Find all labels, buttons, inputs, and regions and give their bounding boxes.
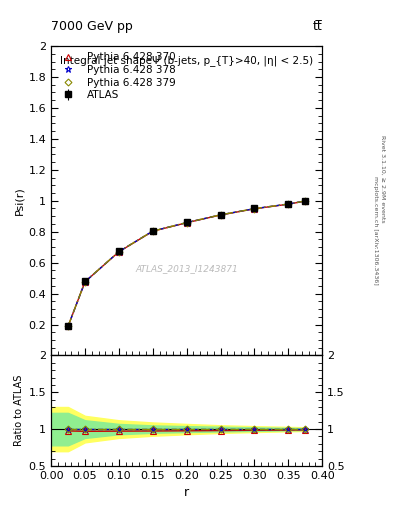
Pythia 6.428 370 <box>83 279 87 285</box>
Pythia 6.428 378 <box>218 212 223 218</box>
Pythia 6.428 379 <box>151 228 155 234</box>
Pythia 6.428 378 <box>184 220 189 226</box>
Pythia 6.428 370 <box>184 220 189 226</box>
Pythia 6.428 378 <box>117 248 121 254</box>
Y-axis label: Psi(r): Psi(r) <box>14 186 24 215</box>
Pythia 6.428 379 <box>218 212 223 218</box>
Text: Rivet 3.1.10, ≥ 2.9M events: Rivet 3.1.10, ≥ 2.9M events <box>381 135 386 223</box>
Pythia 6.428 379 <box>303 198 308 204</box>
Text: ATLAS_2013_I1243871: ATLAS_2013_I1243871 <box>135 264 238 273</box>
Line: Pythia 6.428 379: Pythia 6.428 379 <box>66 199 308 329</box>
Pythia 6.428 370 <box>66 323 70 329</box>
Pythia 6.428 370 <box>117 249 121 255</box>
Pythia 6.428 379 <box>286 201 291 207</box>
Pythia 6.428 370 <box>151 228 155 234</box>
Pythia 6.428 370 <box>286 201 291 207</box>
Y-axis label: Ratio to ATLAS: Ratio to ATLAS <box>15 375 24 446</box>
Pythia 6.428 378 <box>286 201 291 207</box>
Text: mcplots.cern.ch [arXiv:1306.3436]: mcplots.cern.ch [arXiv:1306.3436] <box>373 176 378 285</box>
Pythia 6.428 379 <box>184 220 189 226</box>
X-axis label: r: r <box>184 486 189 499</box>
Pythia 6.428 379 <box>66 323 70 329</box>
Pythia 6.428 378 <box>66 323 70 329</box>
Text: 7000 GeV pp: 7000 GeV pp <box>51 20 133 33</box>
Pythia 6.428 379 <box>117 248 121 254</box>
Line: Pythia 6.428 370: Pythia 6.428 370 <box>65 198 308 329</box>
Pythia 6.428 378 <box>151 228 155 234</box>
Pythia 6.428 378 <box>252 206 257 212</box>
Pythia 6.428 379 <box>252 206 257 212</box>
Pythia 6.428 370 <box>303 198 308 204</box>
Line: Pythia 6.428 378: Pythia 6.428 378 <box>64 198 309 330</box>
Pythia 6.428 379 <box>83 279 87 285</box>
Pythia 6.428 378 <box>83 279 87 285</box>
Pythia 6.428 370 <box>218 212 223 218</box>
Text: Integral jet shapeΨ (b-jets, p_{T}>40, |η| < 2.5): Integral jet shapeΨ (b-jets, p_{T}>40, |… <box>60 55 313 66</box>
Pythia 6.428 370 <box>252 206 257 212</box>
Text: tt̅: tt̅ <box>312 20 322 33</box>
Pythia 6.428 378 <box>303 198 308 204</box>
Legend: Pythia 6.428 370, Pythia 6.428 378, Pythia 6.428 379, ATLAS: Pythia 6.428 370, Pythia 6.428 378, Pyth… <box>55 50 177 102</box>
